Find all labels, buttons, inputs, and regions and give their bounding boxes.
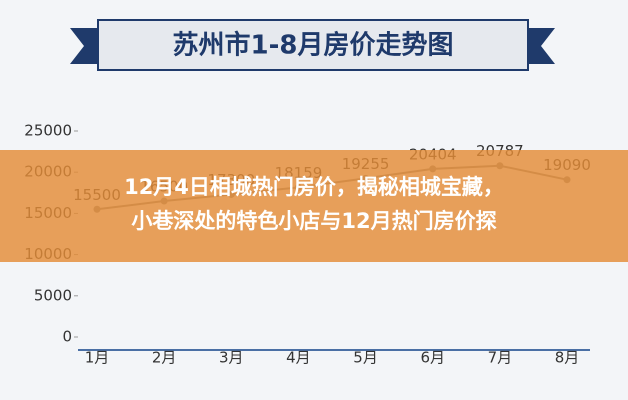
- x-tick-label: 1月: [85, 349, 110, 367]
- x-tick-label: 4月: [286, 349, 311, 367]
- title-band: [97, 19, 529, 71]
- y-tick-label: 25000: [24, 122, 72, 140]
- x-tick-label: 2月: [152, 349, 177, 367]
- y-tick-label: 5000: [34, 286, 72, 304]
- x-tick-label: 8月: [555, 349, 580, 367]
- overlay-band: [0, 150, 628, 262]
- overlay-text: 12月4日相城热门房价，揭秘相城宝藏，: [124, 175, 504, 199]
- x-tick-label: 7月: [488, 349, 513, 367]
- chart-title: 苏州市1-8月房价走势图: [173, 30, 454, 61]
- x-tick-label: 6月: [420, 349, 445, 367]
- x-tick-label: 5月: [353, 349, 378, 367]
- overlay-text: 小巷深处的特色小店与12月热门房价探: [131, 209, 496, 233]
- x-tick-label: 3月: [219, 349, 244, 367]
- y-tick-label: 0: [62, 328, 72, 346]
